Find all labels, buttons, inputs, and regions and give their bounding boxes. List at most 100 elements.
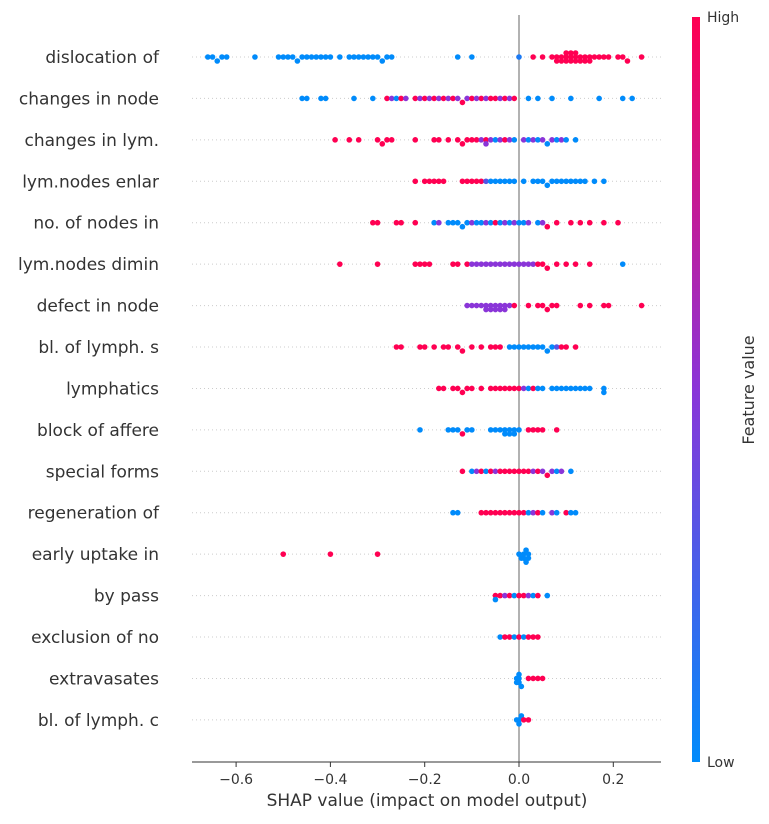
shap-point (445, 95, 452, 102)
shap-point (568, 385, 574, 392)
shap-point (299, 95, 305, 102)
feature-label: dislocation of (45, 48, 160, 68)
shap-point (502, 95, 508, 102)
x-tick-label: 0.0 (508, 772, 530, 788)
shap-point (525, 634, 532, 640)
shap-point (502, 261, 508, 267)
points-layer (205, 50, 645, 727)
shap-point (558, 58, 565, 64)
shap-point (374, 219, 381, 226)
shap-point (454, 385, 461, 392)
shap-point (544, 182, 551, 189)
shap-point (440, 95, 447, 102)
shap-point (502, 385, 508, 392)
shap-point (619, 54, 626, 60)
shap-point (280, 551, 287, 557)
shap-point (582, 58, 588, 64)
shap-point (506, 427, 513, 433)
shap-point (469, 137, 475, 143)
colorbar-title: Feature value (739, 335, 758, 444)
shap-point (586, 219, 593, 226)
shap-point (520, 634, 527, 640)
shap-point (483, 468, 489, 475)
shap-point (464, 385, 470, 392)
shap-point (327, 551, 334, 557)
shap-point (520, 385, 527, 392)
shap-point (516, 634, 522, 640)
shap-point (497, 95, 503, 102)
shap-point (553, 427, 560, 433)
shap-point (478, 137, 485, 143)
feature-label: early uptake in (32, 545, 159, 565)
shap-point (473, 219, 480, 226)
shap-point (530, 385, 536, 392)
shap-point (417, 427, 423, 433)
shap-point (497, 219, 503, 226)
shap-point (412, 178, 419, 185)
shap-point (304, 95, 310, 102)
shap-point (506, 344, 513, 350)
shap-point (487, 261, 494, 267)
shap-point (572, 178, 579, 185)
shap-point (577, 58, 584, 64)
shap-point (563, 54, 569, 60)
shap-point (539, 468, 546, 475)
shap-point (601, 389, 607, 396)
feature-label: lym.nodes enlar (22, 172, 159, 192)
shap-point (539, 427, 546, 433)
shap-point (582, 178, 588, 185)
shap-point (497, 306, 503, 313)
shap-point (520, 717, 527, 723)
shap-point (393, 344, 400, 350)
shap-point (502, 306, 508, 313)
shap-point (558, 468, 565, 475)
shap-point (473, 95, 480, 102)
shap-point (412, 95, 419, 102)
feature-label: extravasates (49, 669, 159, 689)
feature-label: exclusion of no (31, 628, 159, 648)
shap-point (518, 683, 525, 690)
shap-point (638, 302, 645, 309)
shap-point (322, 95, 329, 102)
x-tick-label: −0.2 (408, 772, 442, 788)
shap-point (568, 509, 574, 516)
shap-point (318, 95, 324, 102)
shap-point (568, 54, 574, 60)
shap-point (492, 385, 499, 392)
shap-point (516, 671, 522, 678)
shap-point (492, 509, 499, 516)
colorbar-high-label: High (707, 10, 739, 26)
shap-point (398, 219, 404, 226)
shap-point (497, 509, 503, 516)
shap-point (539, 137, 546, 143)
shap-point (572, 58, 579, 64)
shap-point (539, 178, 546, 185)
shap-point (535, 427, 541, 433)
shap-point (450, 95, 456, 102)
shap-point (473, 468, 480, 475)
x-axis-ticks: −0.6 −0.4 −0.2 0.0 0.2 (219, 762, 624, 788)
shap-point (530, 427, 536, 433)
shap-point (535, 219, 541, 226)
shap-point (506, 592, 513, 599)
shap-point (436, 385, 442, 392)
shap-point (544, 306, 551, 313)
shap-point (469, 95, 475, 102)
shap-point (506, 509, 513, 516)
x-tick-label: −0.4 (313, 772, 347, 788)
shap-point (459, 178, 466, 185)
shap-point (450, 385, 456, 392)
shap-point (535, 95, 541, 102)
shap-point (436, 178, 442, 185)
shap-point (421, 178, 428, 185)
feature-label: bl. of lymph. c (38, 711, 159, 731)
shap-point (431, 95, 437, 102)
shap-point (337, 261, 343, 267)
shap-point (549, 178, 555, 185)
shap-point (629, 95, 635, 102)
shap-point (285, 54, 291, 60)
shap-point (525, 509, 532, 516)
shap-point (516, 509, 522, 516)
shap-point (487, 306, 494, 313)
shap-point (464, 302, 470, 309)
